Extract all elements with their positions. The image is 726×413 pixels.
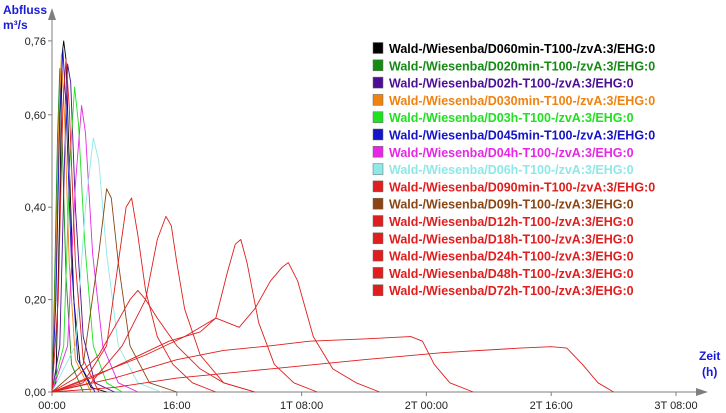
- series-line-13: [51, 336, 474, 393]
- legend-entry: Wald-/Wiesenba/D060min-T100-/zvA:3/EHG:0: [389, 42, 655, 56]
- x-tick-label: 1T 08:00: [280, 400, 323, 412]
- series-line-14: [51, 346, 614, 393]
- legend-entry: Wald-/Wiesenba/D72h-T100-/zvA:3/EHG:0: [389, 284, 634, 298]
- legend-entry: Wald-/Wiesenba/D18h-T100-/zvA:3/EHG:0: [389, 232, 634, 246]
- y-tick-label: 0,60: [25, 110, 46, 122]
- legend-swatch: [372, 249, 384, 262]
- series-lines: [51, 40, 614, 393]
- legend-swatch: [372, 111, 384, 123]
- legend-entry: Wald-/Wiesenba/D09h-T100-/zvA:3/EHG:0: [389, 198, 634, 212]
- legend-swatch: [372, 197, 384, 210]
- legend-entry: Wald-/Wiesenba/D12h-T100-/zvA:3/EHG:0: [389, 215, 634, 229]
- legend-entry: Wald-/Wiesenba/D04h-T100-/zvA:3/EHG:0: [389, 146, 634, 160]
- x-tick-label: 3T 08:00: [654, 400, 697, 412]
- x-tick-label: 2T 16:00: [530, 400, 573, 412]
- legend-swatch: [372, 215, 384, 227]
- series-line-11: [51, 215, 255, 393]
- series-line-12: [51, 239, 318, 393]
- series-line-8: [51, 58, 100, 393]
- series-line-3: [51, 54, 92, 393]
- y-tick-label: 0,00: [25, 387, 46, 399]
- legend-swatch: [372, 128, 384, 141]
- series-line-4: [51, 86, 123, 393]
- legend-swatch: [372, 284, 384, 296]
- x-axis-title-line2: (h): [702, 365, 717, 379]
- series-line-10: [51, 197, 216, 393]
- legend-swatch: [372, 232, 384, 245]
- series-line-1: [51, 68, 84, 393]
- legend-swatch: [372, 94, 384, 106]
- y-axis-title-line2: m³/s: [3, 18, 28, 32]
- legend-entry: Wald-/Wiesenba/D06h-T100-/zvA:3/EHG:0: [389, 163, 634, 177]
- legend-swatch: [372, 267, 384, 279]
- legend-swatch: [372, 42, 384, 54]
- tick-marks: 0,00 0,20 0,40 0,60 0,76 00:00 16:00 1T 08:00 2T…: [25, 36, 698, 412]
- legend-entry: Wald-/Wiesenba/D045min-T100-/zvA:3/EHG:0: [389, 129, 655, 143]
- legend-entry: Wald-/Wiesenba/D030min-T100-/zvA:3/EHG:0: [389, 94, 655, 108]
- y-tick-label: 0,40: [25, 202, 46, 214]
- y-axis-title-line1: Abfluss: [3, 3, 47, 17]
- legend-entry: Wald-/Wiesenba/D48h-T100-/zvA:3/EHG:0: [389, 267, 634, 281]
- legend-swatch: [372, 59, 384, 72]
- y-tick-label: 0,20: [25, 295, 46, 307]
- y-axis-arrow: [48, 8, 56, 20]
- legend-entry: Wald-/Wiesenba/D02h-T100-/zvA:3/EHG:0: [389, 77, 634, 91]
- x-tick-label: 2T 00:00: [405, 400, 448, 412]
- x-tick-label: 00:00: [38, 400, 66, 412]
- y-tick-label: 0,76: [25, 36, 46, 48]
- legend-swatch: [372, 146, 384, 158]
- x-tick-label: 16:00: [163, 400, 191, 412]
- legend: Wald-/Wiesenba/D060min-T100-/zvA:3/EHG:0…: [372, 42, 655, 298]
- legend-entry: Wald-/Wiesenba/D020min-T100-/zvA:3/EHG:0: [389, 59, 655, 73]
- legend-entry: Wald-/Wiesenba/D090min-T100-/zvA:3/EHG:0: [389, 180, 655, 194]
- legend-entry: Wald-/Wiesenba/D03h-T100-/zvA:3/EHG:0: [389, 111, 634, 125]
- series-line-16: [51, 289, 255, 393]
- legend-entry: Wald-/Wiesenba/D24h-T100-/zvA:3/EHG:0: [389, 250, 634, 264]
- legend-swatch: [372, 180, 384, 193]
- series-line-9: [51, 188, 177, 393]
- x-axis-title-line1: Zeit: [699, 349, 720, 363]
- series-line-15: [51, 262, 380, 393]
- series-line-2: [51, 63, 115, 393]
- legend-swatch: [372, 76, 384, 89]
- x-axis-arrow: [696, 388, 708, 396]
- legend-swatch: [372, 163, 384, 175]
- series-line-6: [51, 105, 138, 393]
